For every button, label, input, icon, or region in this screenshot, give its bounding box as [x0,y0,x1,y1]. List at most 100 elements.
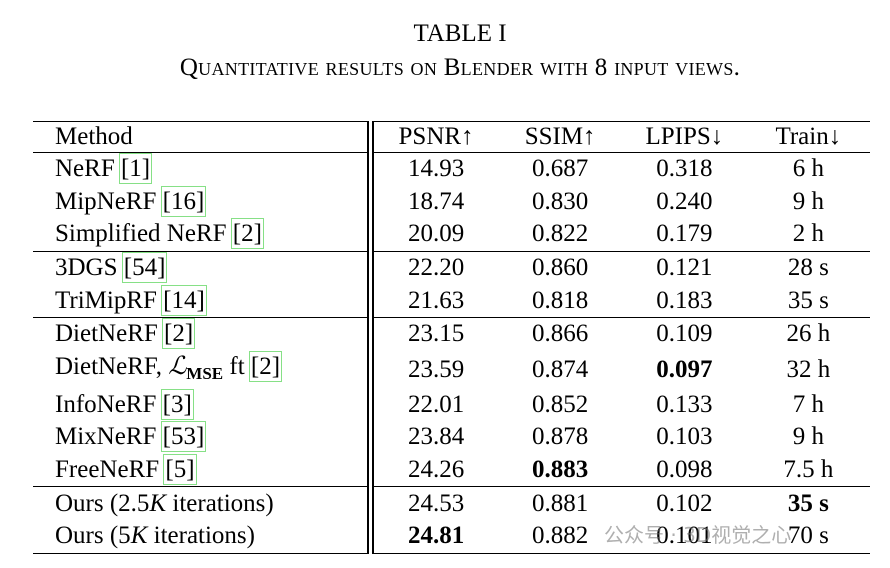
method-text: iterations) [147,522,255,550]
table-row: NeRF [1] 14.93 0.687 0.318 6 h [33,152,870,186]
metric-cell: 0.183 [656,286,713,314]
metric-cell: 70 s [787,522,829,550]
method-text: Ours (2.5 [55,489,150,517]
method-text: FreeNeRF [55,456,160,484]
table-caption: Quantitative results on Blender with 8 i… [179,54,741,81]
results-table: Method PSNR↑ SSIM↑ LPIPS↓ Train↓ NeRF [1] 14.… [33,121,870,554]
metric-cell: 24.53 [407,489,465,517]
watermark: 公众号 · 3D视觉之心 [604,523,792,547]
method-text: ft [223,352,245,380]
method-text: DietNeRF, [55,352,169,380]
metric-cell: 18.74 [407,187,465,215]
metric-cell: 0.830 [532,187,589,215]
citation: [2] [248,350,283,382]
table-row: MixNeRF [53] 23.84 0.878 0.103 9 h [33,421,870,454]
metric-cell: 0.101 [656,522,713,550]
metric-cell: 7 h [792,390,824,418]
method-text: Ours (5 [55,522,131,550]
method-text: iterations) [166,489,274,517]
metric-cell: 24.26 [407,456,465,484]
method-cell: 3DGS [54] [33,251,374,285]
method-text: DietNeRF [55,320,158,348]
metric-cell: 32 h [786,355,831,383]
metric-cell: 0.874 [532,355,589,383]
metric-cell: 26 h [786,320,831,348]
metric-cell: 0.318 [656,155,713,183]
metric-cell: 0.103 [656,423,713,451]
metric-cell: 0.881 [532,489,589,517]
metric-cell: 0.822 [532,220,589,248]
method-text: K [149,489,167,517]
citation: [54] [121,252,168,284]
metric-cell: 0.098 [656,456,713,484]
table-body: NeRF [1] 14.93 0.687 0.318 6 h MipNeRF [16] 18… [33,152,870,554]
method-text: 3DGS [55,254,118,282]
citation: [14] [161,284,207,316]
metric-cell: 23.84 [407,423,465,451]
column-header: Method [33,121,374,153]
metric-cell: 2 h [792,220,824,248]
metric-cell: 22.20 [407,254,465,282]
metric-cell: 0.102 [656,489,713,517]
table-head: Method PSNR↑ SSIM↑ LPIPS↓ Train↓ [33,121,870,153]
table-row: InfoNeRF [3] 22.01 0.852 0.133 7 h [33,388,870,422]
method-text: MixNeRF [55,423,157,451]
method-cell: MixNeRF [53] [33,421,374,454]
citation: [53] [160,421,207,453]
method-text: K [130,522,148,550]
column-header: PSNR↑ [398,123,474,150]
method-cell: Simplified NeRF [2] [33,218,374,252]
metric-cell: 0.240 [656,187,713,215]
metric-cell: 9 h [792,187,824,215]
method-cell: MipNeRF [16] [33,185,374,219]
metric-cell: 0.860 [532,254,589,282]
citation: [2] [162,318,196,350]
column-header: LPIPS↓ [645,123,724,150]
table-row: Ours (5K iterations) 24.81 0.882 0.101 70 s [33,519,870,554]
metric-cell: 22.01 [407,390,465,418]
table-row: DietNeRF [2] 23.15 0.866 0.109 26 h [33,317,870,351]
metric-cell: 0.133 [656,390,713,418]
metric-cell: 23.59 [407,355,465,383]
method-cell: InfoNeRF [3] [33,388,374,422]
metric-cell: 24.81 [407,522,465,550]
metric-cell: 0.878 [532,423,589,451]
method-text: ℒ [168,350,187,380]
method-text: InfoNeRF [55,390,157,418]
column-header: SSIM↑ [524,123,596,150]
method-cell: DietNeRF, ℒMSE ft [2] [33,350,374,389]
header-row: Method PSNR↑ SSIM↑ LPIPS↓ Train↓ [33,121,870,153]
metric-cell: 0.179 [656,220,713,248]
citation: [16] [160,185,207,217]
metric-cell: 23.15 [407,320,465,348]
table-row: MipNeRF [16] 18.74 0.830 0.240 9 h [33,185,870,219]
metric-cell: 0.687 [532,155,589,183]
method-cell: FreeNeRF [5] [33,453,374,487]
metric-cell: 0.097 [656,355,713,383]
table-row: Simplified NeRF [2] 20.09 0.822 0.179 2 h [33,218,870,252]
metric-cell: 0.109 [656,320,713,348]
method-cell: Ours (2.5K iterations) [33,486,374,520]
metric-cell: 28 s [787,254,829,282]
method-cell: NeRF [1] [33,152,374,186]
metric-cell: 14.93 [407,155,465,183]
metric-cell: 0.852 [532,390,589,418]
table-row: DietNeRF, ℒMSE ft [2] 23.59 0.874 0.097 32 h [33,350,870,389]
metric-cell: 0.121 [656,254,713,282]
metric-cell: 9 h [792,423,824,451]
metric-cell: 0.866 [532,320,589,348]
metric-cell: 0.882 [532,522,589,550]
method-cell: Ours (5K iterations) [33,519,374,554]
table-row: Ours (2.5K iterations) 24.53 0.881 0.102 35 … [33,486,870,520]
table-row: 3DGS [54] 22.20 0.860 0.121 28 s [33,251,870,285]
citation: [3] [160,388,194,420]
table-row: FreeNeRF [5] 24.26 0.883 0.098 7.5 h [33,453,870,487]
metric-cell: 7.5 h [783,456,834,484]
method-text: MipNeRF [55,187,157,215]
metric-cell: 35 s [787,286,829,314]
metric-cell: 6 h [792,155,824,183]
method-text: NeRF [55,155,115,183]
column-header: Train↓ [775,123,842,150]
method-text: MSE [186,363,224,383]
